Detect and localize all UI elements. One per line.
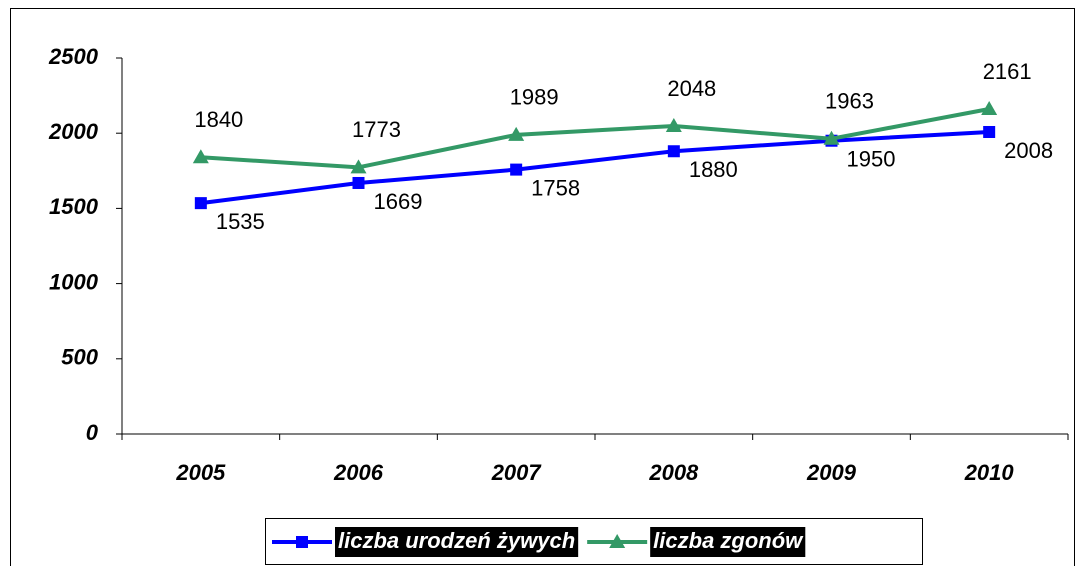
series-line bbox=[200, 130, 990, 206]
point bbox=[194, 197, 207, 210]
point bbox=[665, 117, 682, 132]
value-label: 1989 bbox=[510, 85, 559, 110]
point bbox=[510, 163, 523, 176]
y-tick-label: 1500 bbox=[49, 194, 99, 219]
legend-marker bbox=[609, 534, 626, 548]
value-label: 1950 bbox=[847, 147, 896, 172]
value-label: 1963 bbox=[825, 89, 874, 114]
point bbox=[508, 126, 525, 141]
x-tick-label: 2009 bbox=[806, 460, 857, 485]
legend-text-bg bbox=[650, 527, 806, 557]
value-label: 1840 bbox=[194, 107, 243, 132]
value-label: 1758 bbox=[531, 175, 580, 200]
x-tick-label: 2005 bbox=[175, 460, 226, 485]
x-tick-label: 2007 bbox=[491, 460, 543, 485]
x-tick-label: 2008 bbox=[648, 460, 699, 485]
point bbox=[192, 149, 209, 164]
legend-label: liczba urodzeń żywych bbox=[338, 528, 575, 553]
value-label: 1773 bbox=[352, 117, 401, 142]
legend-text-bg bbox=[335, 527, 579, 557]
value-label: 2008 bbox=[1004, 138, 1053, 163]
point bbox=[352, 176, 365, 189]
value-label: 2161 bbox=[983, 59, 1032, 84]
value-label: 2048 bbox=[667, 76, 716, 101]
y-tick-label: 2500 bbox=[48, 44, 99, 69]
point bbox=[983, 125, 996, 138]
value-label: 1880 bbox=[689, 157, 738, 182]
x-tick-label: 2010 bbox=[964, 460, 1015, 485]
y-tick-label: 2000 bbox=[48, 119, 99, 144]
point bbox=[823, 130, 840, 145]
y-tick-label: 0 bbox=[86, 420, 99, 445]
chart-border bbox=[10, 8, 1075, 566]
value-label: 1669 bbox=[374, 189, 423, 214]
point bbox=[667, 145, 680, 158]
y-tick-label: 500 bbox=[61, 345, 98, 370]
y-tick-label: 1000 bbox=[49, 269, 99, 294]
legend-marker bbox=[296, 536, 308, 548]
series-line bbox=[200, 107, 990, 170]
point bbox=[350, 159, 367, 174]
point bbox=[981, 100, 998, 115]
legend-label: liczba zgonów bbox=[653, 528, 804, 553]
value-label: 1535 bbox=[216, 209, 265, 234]
x-tick-label: 2006 bbox=[333, 460, 384, 485]
